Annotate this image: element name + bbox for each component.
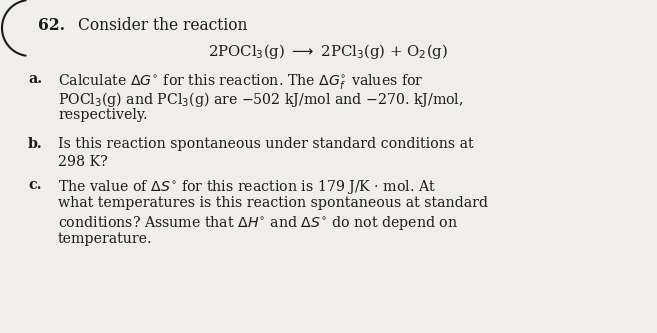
Text: 298 K?: 298 K? (58, 155, 108, 169)
Text: Calculate $\Delta G^{\circ}$ for this reaction. The $\Delta G^{\circ}_f$ values : Calculate $\Delta G^{\circ}$ for this re… (58, 72, 424, 91)
Text: The value of $\Delta S^{\circ}$ for this reaction is 179 J/K $\cdot$ mol. At: The value of $\Delta S^{\circ}$ for this… (58, 178, 436, 196)
Text: respectively.: respectively. (58, 108, 148, 122)
Text: Consider the reaction: Consider the reaction (78, 17, 248, 34)
Text: conditions? Assume that $\Delta H^{\circ}$ and $\Delta S^{\circ}$ do not depend : conditions? Assume that $\Delta H^{\circ… (58, 214, 458, 232)
Text: 62.: 62. (38, 17, 65, 34)
Text: 2POCl$_3$(g) $\longrightarrow$ 2PCl$_3$(g) + O$_2$(g): 2POCl$_3$(g) $\longrightarrow$ 2PCl$_3$(… (208, 42, 448, 61)
Text: b.: b. (28, 137, 43, 151)
Text: what temperatures is this reaction spontaneous at standard: what temperatures is this reaction spont… (58, 196, 488, 210)
Text: Is this reaction spontaneous under standard conditions at: Is this reaction spontaneous under stand… (58, 137, 474, 151)
Text: POCl$_3$(g) and PCl$_3$(g) are $-$502 kJ/mol and $-$270. kJ/mol,: POCl$_3$(g) and PCl$_3$(g) are $-$502 kJ… (58, 90, 464, 109)
Text: a.: a. (28, 72, 42, 86)
Text: c.: c. (28, 178, 41, 192)
Text: temperature.: temperature. (58, 232, 152, 246)
